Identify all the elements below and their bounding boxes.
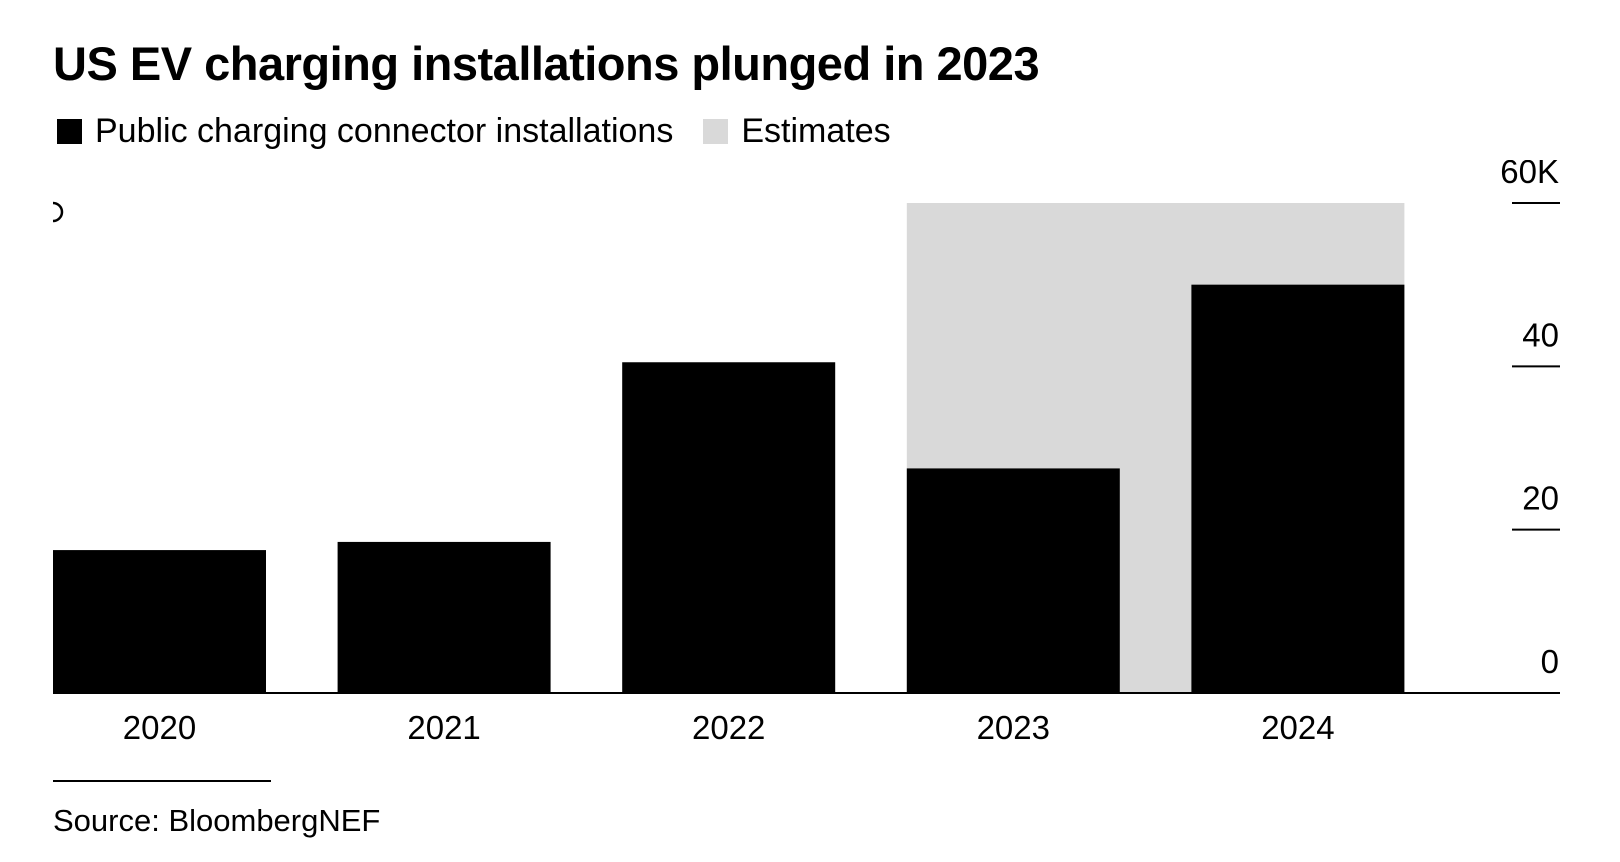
x-tick-label-2020: 2020 (123, 709, 196, 746)
legend: Public charging connector installations … (57, 112, 921, 151)
legend-swatch-actual (57, 119, 82, 144)
legend-item-actual: Public charging connector installations (57, 112, 673, 151)
y-tick-label-40: 40 (1522, 316, 1559, 353)
legend-label-actual: Public charging connector installations (95, 112, 674, 150)
x-tick-label-2022: 2022 (692, 709, 765, 746)
bar-2021 (337, 541, 551, 693)
source-divider (53, 780, 271, 782)
x-tick-label-2023: 2023 (977, 709, 1050, 746)
bar-2023 (906, 468, 1120, 693)
bar-2022 (622, 362, 836, 693)
bar-2020 (53, 550, 266, 693)
x-tick-label-2021: 2021 (407, 709, 480, 746)
loading-arc-icon (50, 200, 66, 229)
chart-title: US EV charging installations plunged in … (53, 37, 1040, 90)
legend-label-estimates: Estimates (741, 112, 891, 150)
legend-swatch-estimates (703, 119, 729, 144)
y-tick-label-20: 20 (1522, 480, 1559, 517)
bar-2024 (1191, 284, 1405, 693)
source-note: Source: BloombergNEF (53, 803, 381, 838)
y-tick-label-0: 0 (1541, 643, 1559, 680)
legend-item-estimates: Estimates (703, 112, 891, 151)
x-tick-label-2024: 2024 (1261, 709, 1334, 746)
bar-chart: 2020 2021 2022 2023 2024 0 20 40 60K (53, 160, 1560, 746)
y-tick-label-60: 60K (1500, 160, 1559, 190)
